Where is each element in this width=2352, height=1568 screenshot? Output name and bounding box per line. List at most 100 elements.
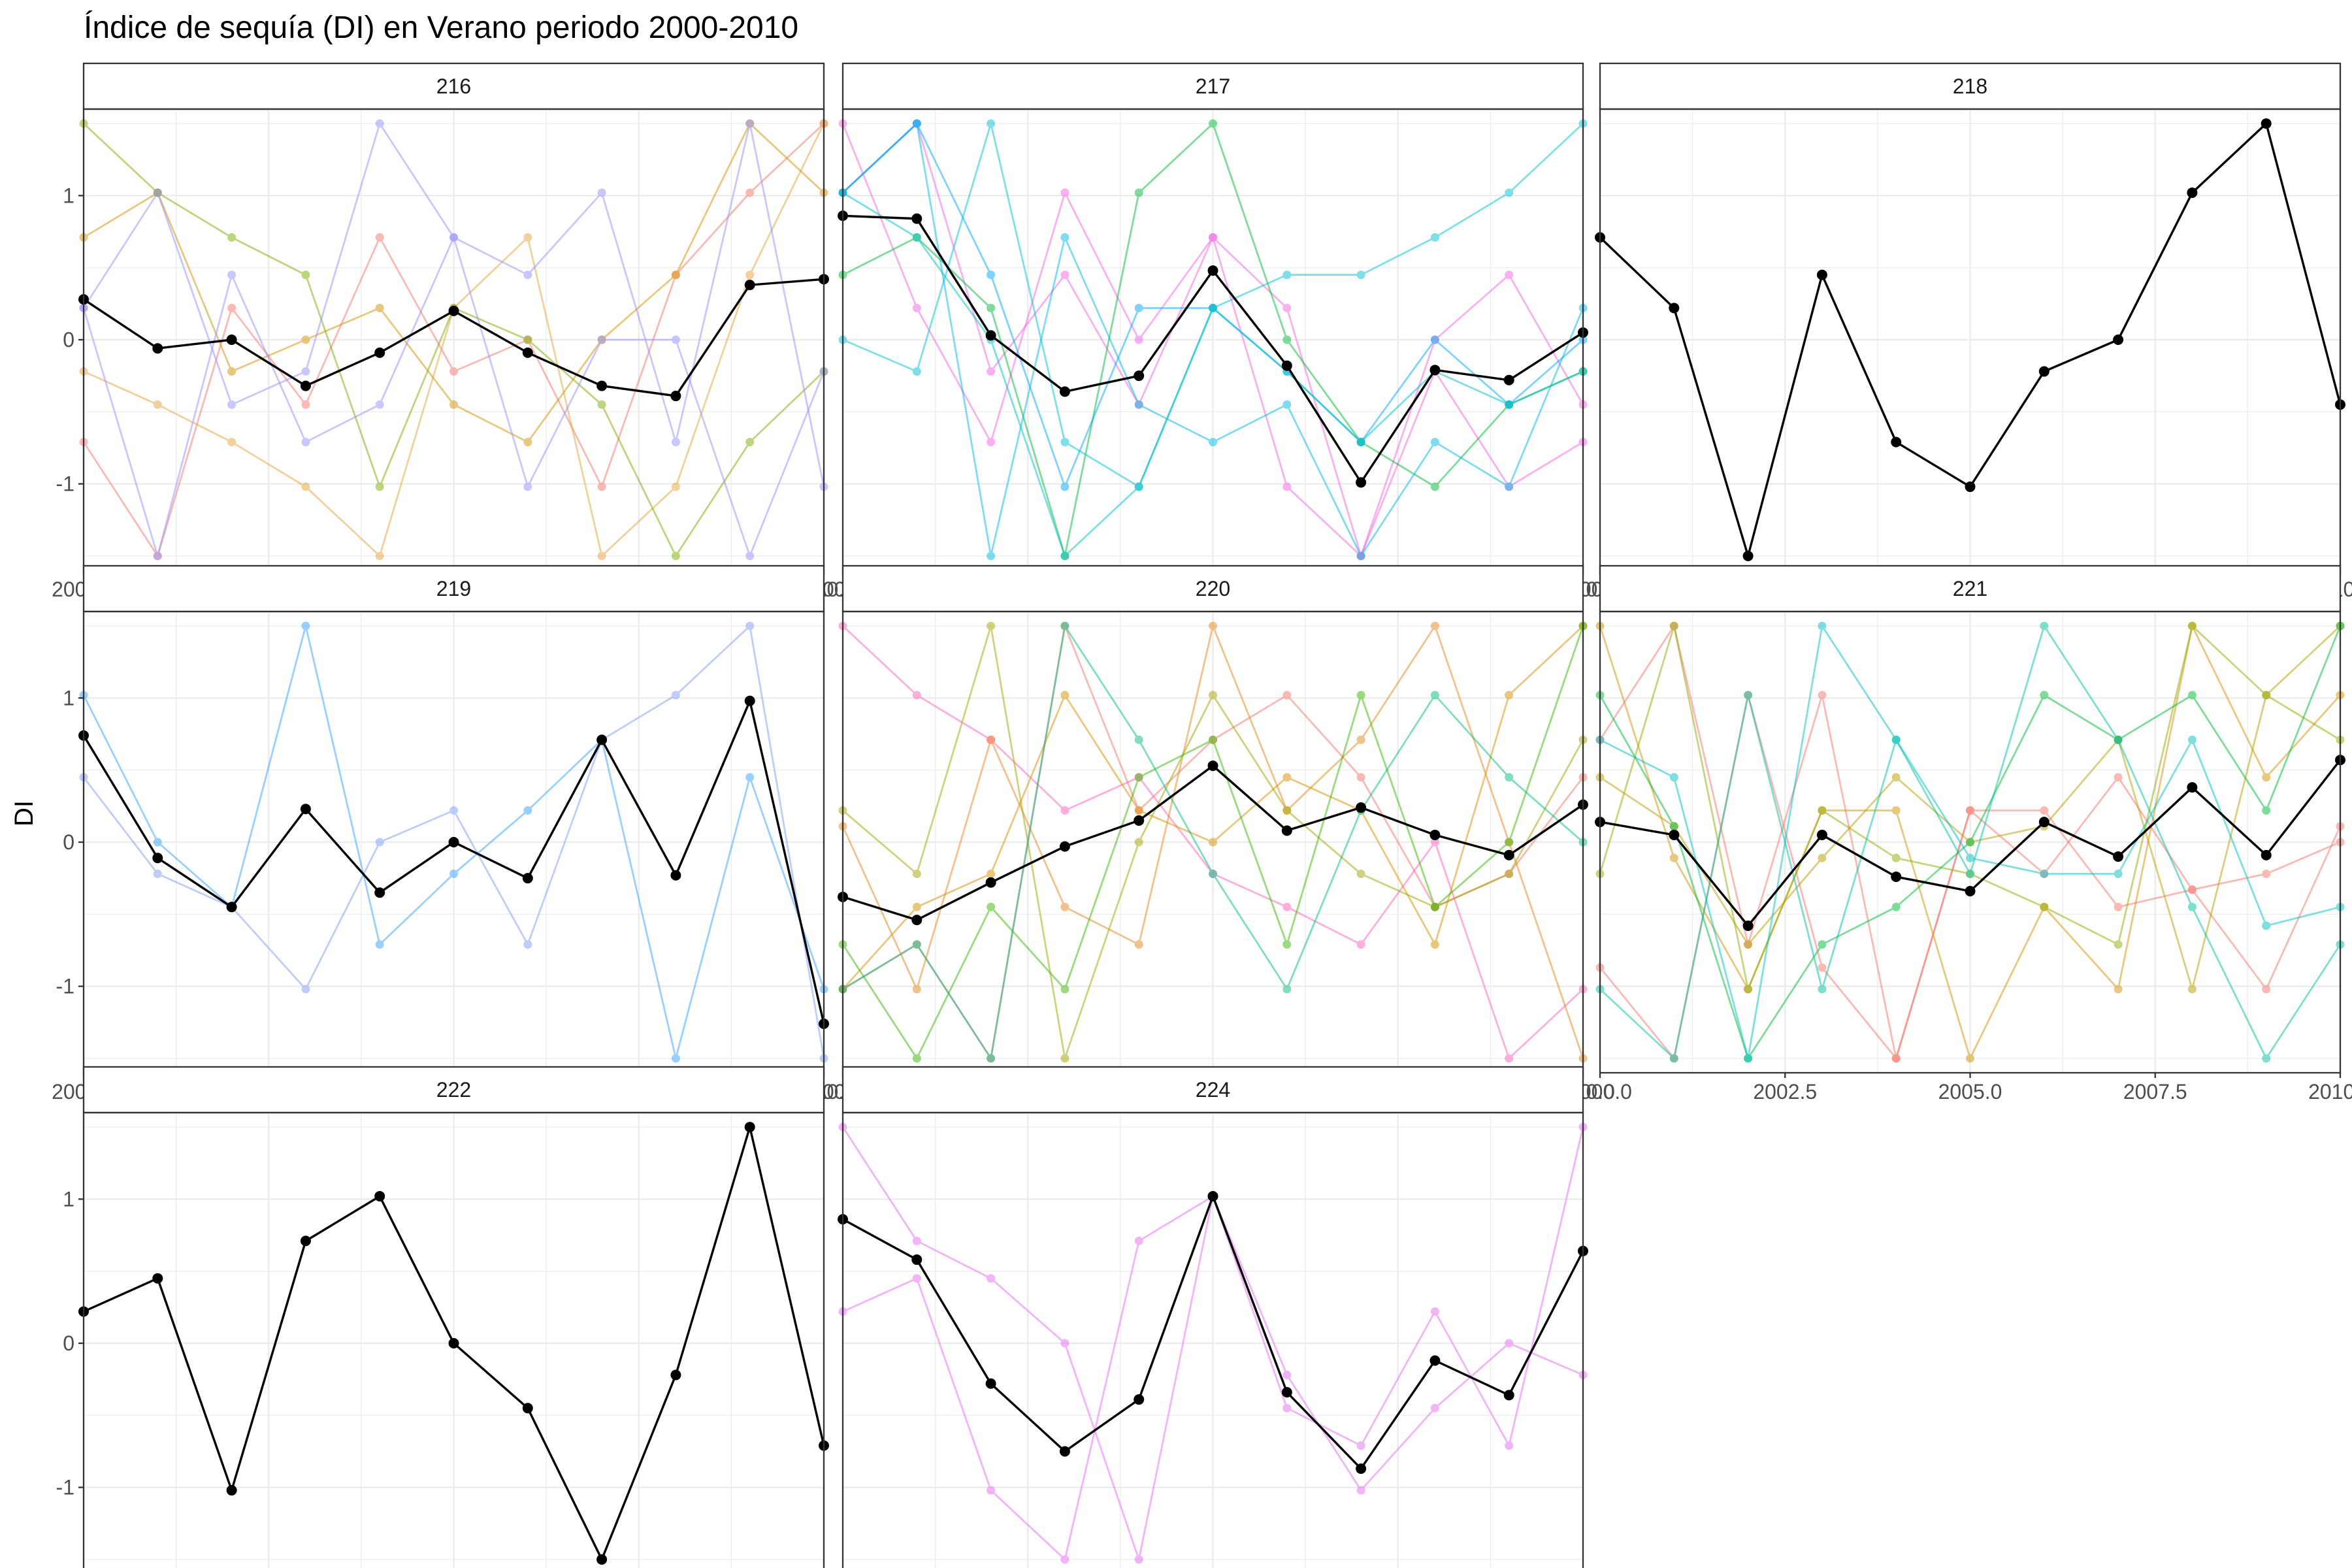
series-point (153, 188, 162, 197)
series-point (2114, 985, 2123, 994)
series-point (1356, 438, 1365, 447)
series-point (1209, 621, 1217, 630)
series-point (745, 188, 755, 197)
series-point (1060, 551, 1070, 561)
mean-point (1503, 849, 1514, 860)
series-point (375, 482, 384, 491)
series-point (1356, 735, 1365, 744)
mean-point (911, 915, 923, 926)
series-point (1060, 188, 1070, 197)
series-point (523, 438, 532, 447)
mean-point (2261, 118, 2272, 129)
series-point (1430, 438, 1439, 447)
series-point (1060, 233, 1070, 242)
series-point (1966, 853, 1974, 862)
series-point (912, 1236, 921, 1245)
facet-strip-label: 216 (436, 74, 471, 98)
facet-strip-label: 220 (1196, 577, 1230, 600)
series-point (1356, 1441, 1365, 1450)
series-point (1356, 940, 1365, 949)
series-point (523, 270, 532, 280)
mean-point (911, 213, 923, 224)
series-point (1356, 1486, 1365, 1495)
series-point (597, 551, 606, 561)
series-point (449, 806, 458, 815)
series-220-6 (838, 621, 1588, 1063)
series-point (1818, 691, 1827, 700)
mean-point (1891, 436, 1902, 448)
series-point (301, 482, 310, 491)
series-point (523, 806, 532, 815)
series-point (671, 335, 680, 344)
mean-point (1134, 1394, 1145, 1405)
series-point (1669, 853, 1678, 862)
series-point (912, 902, 921, 911)
series-point (912, 303, 921, 312)
series-point (375, 303, 384, 312)
series-point (1282, 806, 1292, 815)
y-tick-label: -1 (56, 975, 74, 998)
y-tick-label: 1 (63, 1187, 74, 1211)
series-point (912, 1054, 921, 1063)
series-point (912, 985, 921, 994)
series-point (2187, 985, 2197, 994)
series-point (987, 902, 996, 911)
series-point (912, 691, 921, 700)
mean-point (448, 305, 459, 316)
mean-point (152, 343, 163, 354)
series-point (2187, 621, 2197, 630)
series-point (227, 367, 237, 376)
facet-strip-label: 217 (1196, 74, 1230, 98)
series-point (2262, 870, 2271, 879)
series-point (153, 400, 162, 409)
series-point (1505, 270, 1514, 280)
mean-point (1207, 1190, 1218, 1201)
x-tick-label: 2010.0 (2308, 1080, 2352, 1103)
series-point (1891, 1054, 1901, 1063)
series-point (1134, 482, 1143, 491)
series-point (1966, 838, 1974, 847)
x-tick-label: 2005.0 (1938, 1080, 2002, 1103)
series-point (1060, 1555, 1070, 1564)
series-point (153, 551, 162, 561)
series-point (1209, 735, 1217, 744)
series-point (2114, 735, 2123, 744)
facet-strip-label: 218 (1953, 74, 1987, 98)
series-point (449, 870, 458, 879)
mean-point (226, 1485, 237, 1496)
series-point (449, 400, 458, 409)
series-point (1891, 806, 1901, 815)
series-point (1669, 773, 1678, 782)
series-point (1134, 400, 1143, 409)
mean-point (1965, 482, 1976, 493)
series-point (2187, 691, 2197, 700)
series-point (1818, 806, 1827, 815)
mean-point (1207, 760, 1218, 772)
mean-point (1669, 829, 1680, 840)
gridlines (1599, 109, 2342, 570)
series-point (1209, 438, 1217, 447)
mean-point (1816, 269, 1827, 280)
mean-point (1429, 365, 1441, 376)
series-point (1505, 870, 1514, 879)
mean-series-222 (78, 1122, 829, 1565)
series-point (597, 400, 606, 409)
series-point (1818, 853, 1827, 862)
y-tick-label: -1 (56, 1476, 74, 1499)
series-point (987, 1486, 996, 1495)
series-point (1891, 735, 1901, 744)
series-point (1060, 438, 1070, 447)
mean-point (300, 1235, 311, 1247)
mean-point (2113, 335, 2124, 345)
series-point (227, 233, 237, 242)
series-point (1505, 400, 1514, 409)
mean-point (1207, 265, 1218, 276)
series-point (1356, 691, 1365, 700)
chart-title: Índice de sequía (DI) en Verano periodo … (84, 10, 798, 45)
mean-point (1356, 1463, 1367, 1474)
mean-point (1669, 302, 1680, 314)
series-point (1505, 188, 1514, 197)
y-tick-label: 1 (63, 686, 74, 710)
series-point (1669, 822, 1678, 831)
series-point (745, 270, 755, 280)
